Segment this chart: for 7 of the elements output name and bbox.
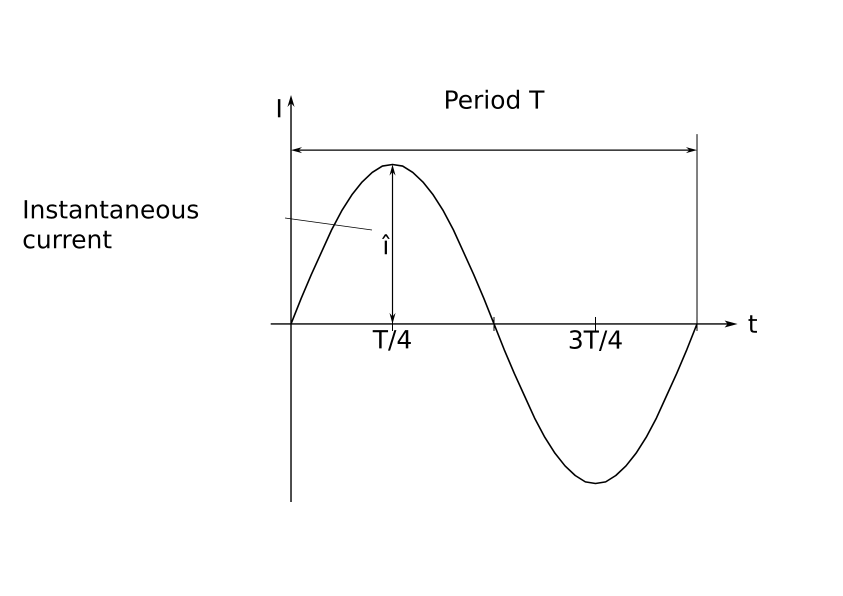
text: Instantaneous current — [24, 200, 198, 249]
annotation: î — [382, 234, 390, 254]
x-axis-title: t — [748, 315, 757, 333]
y-axis-title: I — [278, 99, 280, 118]
chart-title: Period T — [446, 90, 544, 110]
x-tick-label: T/4 — [372, 330, 411, 351]
x-tick-label: 3T/4 — [570, 330, 622, 351]
